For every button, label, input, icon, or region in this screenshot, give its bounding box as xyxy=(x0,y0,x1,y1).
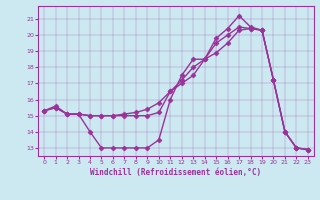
X-axis label: Windchill (Refroidissement éolien,°C): Windchill (Refroidissement éolien,°C) xyxy=(91,168,261,177)
